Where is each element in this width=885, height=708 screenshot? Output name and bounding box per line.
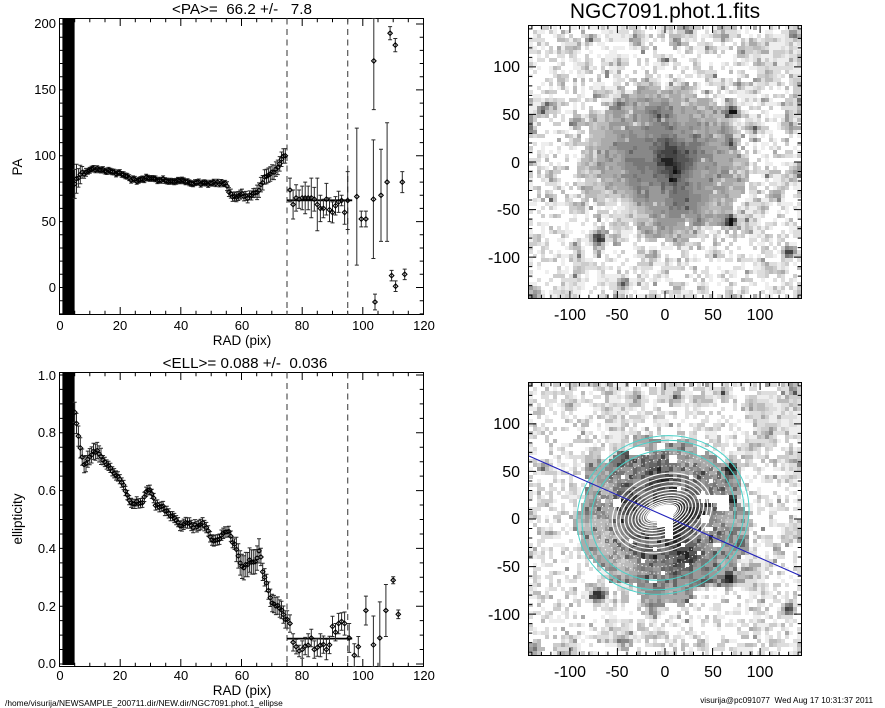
svg-text:100: 100	[493, 416, 520, 433]
svg-text:PA: PA	[10, 158, 25, 175]
svg-text:/home/visurija/NEWSAMPLE_20071: /home/visurija/NEWSAMPLE_200711.dir/NEW.…	[5, 698, 283, 708]
svg-text:50: 50	[502, 107, 520, 124]
svg-text:0.0: 0.0	[38, 656, 56, 671]
svg-text:80: 80	[295, 318, 309, 333]
svg-text:1.0: 1.0	[38, 368, 56, 383]
svg-text:100: 100	[747, 664, 774, 681]
svg-text:0.8: 0.8	[38, 425, 56, 440]
svg-text:50: 50	[502, 464, 520, 481]
svg-text:-50: -50	[497, 559, 520, 576]
svg-text:40: 40	[174, 668, 188, 683]
svg-text:0: 0	[511, 155, 520, 172]
svg-text:0: 0	[56, 668, 63, 683]
svg-text:60: 60	[235, 318, 249, 333]
svg-text:<ELL>= 0.088 +/- 0.036: <ELL>= 0.088 +/- 0.036	[163, 355, 328, 372]
svg-text:RAD (pix): RAD (pix)	[213, 333, 272, 348]
svg-text:0.2: 0.2	[38, 599, 56, 614]
svg-text:50: 50	[704, 664, 722, 681]
svg-text:0: 0	[56, 318, 63, 333]
svg-text:100: 100	[352, 318, 374, 333]
svg-text:visurija@pc091077 Wed Aug 17: visurija@pc091077 Wed Aug 17 10:31:37 20…	[700, 696, 873, 705]
svg-text:50: 50	[42, 214, 56, 229]
svg-text:-100: -100	[488, 250, 520, 267]
svg-text:100: 100	[493, 59, 520, 76]
svg-text:200: 200	[34, 16, 56, 31]
svg-text:20: 20	[113, 668, 127, 683]
svg-text:0: 0	[49, 280, 56, 295]
svg-text:0.4: 0.4	[38, 541, 56, 556]
svg-text:-50: -50	[605, 664, 628, 681]
svg-text:ellipticity: ellipticity	[10, 493, 25, 544]
svg-text:60: 60	[235, 668, 249, 683]
svg-text:120: 120	[413, 318, 435, 333]
svg-text:NGC7091.phot.1.fits: NGC7091.phot.1.fits	[570, 0, 760, 23]
svg-text:0.6: 0.6	[38, 483, 56, 498]
svg-text:0: 0	[661, 664, 670, 681]
svg-text:20: 20	[113, 318, 127, 333]
svg-text:120: 120	[413, 668, 435, 683]
svg-text:40: 40	[174, 318, 188, 333]
svg-text:100: 100	[352, 668, 374, 683]
svg-text:80: 80	[295, 668, 309, 683]
svg-text:100: 100	[747, 307, 774, 324]
svg-text:50: 50	[704, 307, 722, 324]
svg-text:-50: -50	[605, 307, 628, 324]
svg-text:-100: -100	[554, 307, 586, 324]
svg-text:<PA>= 66.2 +/- 7.8: <PA>= 66.2 +/- 7.8	[172, 1, 312, 18]
svg-text:150: 150	[34, 82, 56, 97]
svg-text:0: 0	[511, 511, 520, 528]
svg-text:RAD (pix): RAD (pix)	[213, 683, 272, 698]
svg-text:-100: -100	[488, 607, 520, 624]
svg-text:-100: -100	[554, 664, 586, 681]
svg-text:0: 0	[661, 307, 670, 324]
svg-text:-50: -50	[497, 202, 520, 219]
svg-text:100: 100	[34, 148, 56, 163]
